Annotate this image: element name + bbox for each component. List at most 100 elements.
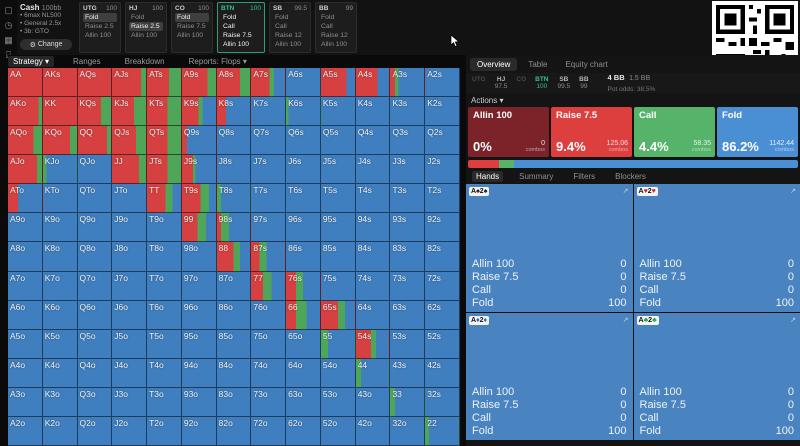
matrix-cell-ATs[interactable]: ATs xyxy=(147,68,182,98)
strip-action-call[interactable]: Call xyxy=(321,23,333,30)
position-strip-hj[interactable]: HJ 100 Fold Raise 2.5 Allin 100 xyxy=(125,2,167,53)
tab-summary[interactable]: Summary xyxy=(519,171,554,181)
matrix-cell-K6o[interactable]: K6o xyxy=(42,300,78,330)
matrix-cell-T9o[interactable]: T9o xyxy=(147,213,182,243)
matrix-cell-A5s[interactable]: A5s xyxy=(320,68,356,98)
matrix-cell-A2o[interactable]: A2o xyxy=(8,416,43,446)
matrix-cell-QJo[interactable]: QJo xyxy=(77,155,113,185)
matrix-cell-Q5s[interactable]: Q5s xyxy=(320,126,356,156)
position-strip-co[interactable]: CO 100 Fold Raise 7.5 Allin 100 xyxy=(171,2,213,53)
matrix-cell-T9s[interactable]: T9s xyxy=(181,184,217,214)
matrix-cell-Q4o[interactable]: Q4o xyxy=(77,358,113,388)
matrix-cell-KQo[interactable]: KQo xyxy=(42,126,78,156)
strip-action-fold[interactable]: Fold xyxy=(83,13,117,22)
matrix-cell-A8s[interactable]: A8s xyxy=(216,68,252,98)
matrix-cell-83s[interactable]: 83s xyxy=(390,242,426,272)
matrix-cell-AQs[interactable]: AQs xyxy=(77,68,113,98)
matrix-cell-A4o[interactable]: A4o xyxy=(8,358,43,388)
matrix-cell-KJo[interactable]: KJo xyxy=(42,155,78,185)
matrix-cell-Q2s[interactable]: Q2s xyxy=(425,126,460,156)
matrix-cell-A4s[interactable]: A4s xyxy=(355,68,391,98)
matrix-cell-J9s[interactable]: J9s xyxy=(181,155,217,185)
expand-icon[interactable]: ↗ xyxy=(622,316,629,324)
matrix-cell-J5o[interactable]: J5o xyxy=(112,329,148,359)
matrix-cell-32o[interactable]: 32o xyxy=(390,416,426,446)
matrix-cell-65s[interactable]: 65s xyxy=(320,300,356,330)
matrix-cell-T6o[interactable]: T6o xyxy=(147,300,182,330)
matrix-cell-AA[interactable]: AA xyxy=(8,68,43,98)
matrix-cell-J8s[interactable]: J8s xyxy=(216,155,252,185)
matrix-cell-99[interactable]: 99 xyxy=(181,213,217,243)
matrix-cell-J5s[interactable]: J5s xyxy=(320,155,356,185)
matrix-cell-KTs[interactable]: KTs xyxy=(147,97,182,127)
matrix-cell-Q9s[interactable]: Q9s xyxy=(181,126,217,156)
strip-action-raise-2-5[interactable]: Raise 2.5 xyxy=(85,23,114,30)
combo-panel-A♥2♥[interactable]: A♥2♥ ↗ Allin 100 0 Raise 7.5 0 Call 0 Fold 100 xyxy=(633,184,800,312)
combo-panel-A♠2♠[interactable]: A♠2♠ ↗ Allin 100 0 Raise 7.5 0 Call 0 Fold 100 xyxy=(466,184,633,312)
matrix-cell-64o[interactable]: 64o xyxy=(286,358,321,388)
matrix-cell-98s[interactable]: 98s xyxy=(216,213,252,243)
matrix-cell-A9s[interactable]: A9s xyxy=(181,68,217,98)
matrix-cell-64s[interactable]: 64s xyxy=(355,300,391,330)
combo-panel-A♣2♣[interactable]: A♣2♣ ↗ Allin 100 0 Raise 7.5 0 Call 0 Fold 100 xyxy=(633,312,800,440)
matrix-cell-63s[interactable]: 63s xyxy=(390,300,426,330)
matrix-cell-J7s[interactable]: J7s xyxy=(251,155,287,185)
matrix-cell-K8o[interactable]: K8o xyxy=(42,242,78,272)
tab-strategy[interactable]: Strategy ▾ xyxy=(8,56,55,67)
strip-action-allin-100[interactable]: Allin 100 xyxy=(275,41,302,48)
matrix-cell-J8o[interactable]: J8o xyxy=(112,242,148,272)
matrix-cell-Q2o[interactable]: Q2o xyxy=(77,416,113,446)
tab-reports-flops[interactable]: Reports: Flops ▾ xyxy=(188,57,247,66)
matrix-cell-76s[interactable]: 76s xyxy=(286,271,321,301)
actions-dropdown[interactable]: Actions ▾ xyxy=(471,95,504,105)
matrix-cell-T4o[interactable]: T4o xyxy=(147,358,182,388)
matrix-cell-73s[interactable]: 73s xyxy=(390,271,426,301)
strip-action-raise-12[interactable]: Raise 12 xyxy=(321,32,348,39)
matrix-cell-87s[interactable]: 87s xyxy=(251,242,287,272)
matrix-cell-84s[interactable]: 84s xyxy=(355,242,391,272)
strip-action-allin-100[interactable]: Allin 100 xyxy=(321,41,348,48)
matrix-cell-Q4s[interactable]: Q4s xyxy=(355,126,391,156)
matrix-cell-K8s[interactable]: K8s xyxy=(216,97,252,127)
matrix-cell-T3s[interactable]: T3s xyxy=(390,184,426,214)
matrix-cell-T5s[interactable]: T5s xyxy=(320,184,356,214)
matrix-cell-52s[interactable]: 52s xyxy=(425,329,460,359)
matrix-cell-42s[interactable]: 42s xyxy=(425,358,460,388)
matrix-cell-QTs[interactable]: QTs xyxy=(147,126,182,156)
matrix-cell-54s[interactable]: 54s xyxy=(355,329,391,359)
matrix-cell-33[interactable]: 33 xyxy=(390,387,426,417)
matrix-cell-98o[interactable]: 98o xyxy=(181,242,217,272)
library-icon[interactable]: ▢ xyxy=(4,5,13,15)
matrix-cell-JTo[interactable]: JTo xyxy=(112,184,148,214)
tab-hands[interactable]: Hands xyxy=(472,170,504,182)
matrix-cell-JTs[interactable]: JTs xyxy=(147,155,182,185)
matrix-cell-43o[interactable]: 43o xyxy=(355,387,391,417)
matrix-cell-85o[interactable]: 85o xyxy=(216,329,252,359)
matrix-cell-86s[interactable]: 86s xyxy=(286,242,321,272)
matrix-cell-K2s[interactable]: K2s xyxy=(425,97,460,127)
strip-action-call[interactable]: Call xyxy=(275,23,287,30)
matrix-cell-75o[interactable]: 75o xyxy=(251,329,287,359)
matrix-cell-A8o[interactable]: A8o xyxy=(8,242,43,272)
matrix-cell-65o[interactable]: 65o xyxy=(286,329,321,359)
matrix-cell-55[interactable]: 55 xyxy=(320,329,356,359)
matrix-cell-J7o[interactable]: J7o xyxy=(112,271,148,301)
matrix-cell-QQ[interactable]: QQ xyxy=(77,126,113,156)
grid-icon[interactable]: ▦ xyxy=(4,35,13,45)
matrix-cell-Q7s[interactable]: Q7s xyxy=(251,126,287,156)
matrix-cell-Q7o[interactable]: Q7o xyxy=(77,271,113,301)
matrix-cell-J4s[interactable]: J4s xyxy=(355,155,391,185)
matrix-cell-96s[interactable]: 96s xyxy=(286,213,321,243)
matrix-cell-54o[interactable]: 54o xyxy=(320,358,356,388)
matrix-cell-T5o[interactable]: T5o xyxy=(147,329,182,359)
matrix-cell-92o[interactable]: 92o xyxy=(181,416,217,446)
tab-overview[interactable]: Overview xyxy=(470,57,518,71)
matrix-cell-63o[interactable]: 63o xyxy=(286,387,321,417)
matrix-cell-94o[interactable]: 94o xyxy=(181,358,217,388)
position-strip-bb[interactable]: BB 99 Fold Call Raise 12 Allin 100 xyxy=(315,2,357,53)
matrix-cell-66[interactable]: 66 xyxy=(286,300,321,330)
matrix-cell-72o[interactable]: 72o xyxy=(251,416,287,446)
matrix-cell-TT[interactable]: TT xyxy=(147,184,182,214)
strip-action-allin-100[interactable]: Allin 100 xyxy=(85,32,112,39)
matrix-cell-53o[interactable]: 53o xyxy=(320,387,356,417)
